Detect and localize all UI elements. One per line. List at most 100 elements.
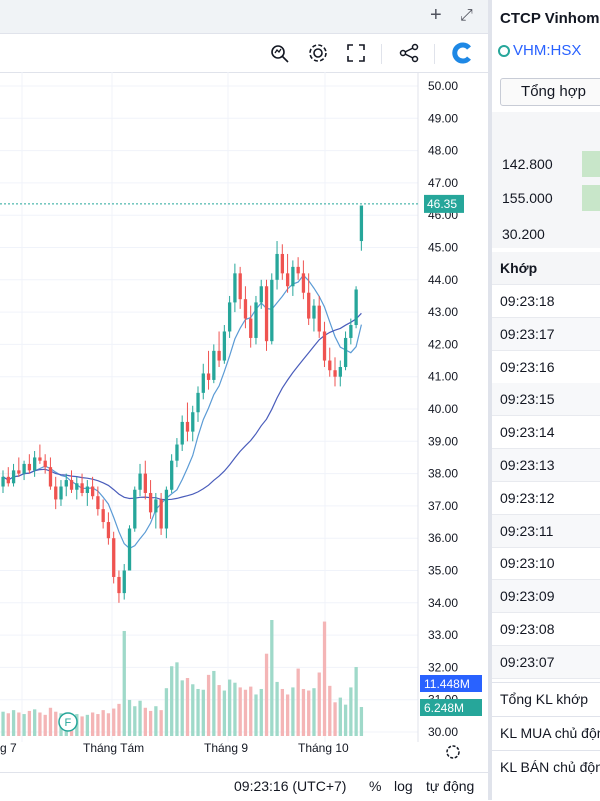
chart-bottom-bar: 09:23:16 (UTC+7) % log tự động xyxy=(0,772,488,801)
candle-body xyxy=(133,489,137,529)
match-row: 09:23:07 xyxy=(492,645,600,679)
fast-moving-average xyxy=(2,274,362,550)
share-icon[interactable] xyxy=(396,40,422,66)
percent-toggle[interactable]: % xyxy=(369,778,382,794)
candle-body xyxy=(301,273,306,293)
log-toggle[interactable]: log xyxy=(394,778,413,794)
volume-bar xyxy=(354,667,358,736)
candle-body xyxy=(64,480,68,487)
match-time: 09:23:13 xyxy=(500,457,555,473)
candle-body xyxy=(143,473,147,493)
volume-bar xyxy=(349,687,353,736)
sell-volume-label: KL BÁN chủ động xyxy=(500,759,600,775)
volume-bar xyxy=(43,714,47,736)
candle-body xyxy=(222,331,227,361)
volume-bar xyxy=(38,712,42,736)
axis-settings-icon[interactable] xyxy=(446,745,460,759)
volume-bar xyxy=(259,688,263,736)
volume-bar xyxy=(307,690,311,736)
candle-body xyxy=(359,205,364,242)
settings-icon[interactable] xyxy=(305,40,331,66)
candle-body xyxy=(43,460,47,468)
last-price-tag xyxy=(424,194,464,213)
time-tick-label: Tháng 10 xyxy=(298,741,349,755)
volume-bar xyxy=(312,688,316,736)
candle-body xyxy=(233,273,237,303)
volume-bar xyxy=(180,680,184,736)
match-row: 09:23:09 xyxy=(492,580,600,614)
price-tick-label: 34.00 xyxy=(428,596,458,610)
volume-bar xyxy=(359,707,364,736)
match-time: 09:23:14 xyxy=(500,424,555,441)
plus-icon[interactable]: + xyxy=(430,4,442,26)
auto-toggle[interactable]: tự động xyxy=(426,778,475,794)
candle-body xyxy=(1,476,5,487)
tab-summary[interactable]: Tổng hợp xyxy=(500,78,600,106)
slow-moving-average xyxy=(2,312,362,501)
volume-bar xyxy=(185,678,190,736)
volume-bar xyxy=(343,704,348,736)
price-tick-label: 45.00 xyxy=(428,241,458,255)
price-tick-label: 38.00 xyxy=(428,467,458,481)
candle-body xyxy=(17,470,21,474)
fullscreen-icon[interactable] xyxy=(343,40,369,66)
price-tick-label: 40.00 xyxy=(428,402,458,416)
chart-toolbar xyxy=(0,34,488,73)
candle-body xyxy=(138,473,142,490)
indicator-icon[interactable] xyxy=(267,40,293,66)
volume-bar xyxy=(6,713,10,736)
time-tick-label: Tháng 9 xyxy=(204,741,248,755)
match-row: 09:23:17 xyxy=(492,317,600,351)
event-marker-label: F xyxy=(65,717,72,729)
candle-body xyxy=(191,412,195,432)
price-tick-label: 32.00 xyxy=(428,660,458,674)
volume-bar xyxy=(1,711,5,736)
volume-label: 11.448M xyxy=(424,677,470,691)
volume-bar xyxy=(333,702,337,736)
side-panel: CTCP Vinhomes VHM:HSX Tổng hợp 142.800 1… xyxy=(492,0,600,800)
volume-bar xyxy=(301,688,306,736)
candle-body xyxy=(228,302,232,332)
volume-bar xyxy=(80,716,84,736)
match-time: 09:23:16 xyxy=(500,358,555,375)
candle-body xyxy=(312,305,316,319)
volume-bar xyxy=(243,689,248,736)
price-tick-label: 36.00 xyxy=(428,531,458,545)
event-marker xyxy=(58,712,78,732)
candle-body xyxy=(307,292,311,319)
candle-body xyxy=(291,266,295,287)
volume-bar xyxy=(296,668,300,736)
price-level-value: 142.800 xyxy=(502,156,553,172)
clock-icon xyxy=(498,45,510,57)
chart-panel[interactable]: + ⤢ 50.00 49.00 48.00 47.00 46.00 45.00 44.00 4… xyxy=(0,0,488,800)
expand-icon[interactable]: ⤢ xyxy=(460,7,473,24)
logo-icon[interactable] xyxy=(450,40,476,66)
candle-body xyxy=(333,370,337,377)
price-tick-label: 47.00 xyxy=(428,176,458,190)
volume-bar xyxy=(238,687,242,736)
candle-body xyxy=(159,499,163,529)
candle-body xyxy=(185,421,190,432)
time-tick-label: Tháng Tám xyxy=(83,741,144,755)
candle-body xyxy=(85,486,90,493)
volume-bar xyxy=(201,689,205,736)
match-header: Khớp xyxy=(492,252,600,285)
volume-bar xyxy=(170,666,174,736)
candle-body xyxy=(48,467,53,487)
panel-divider[interactable] xyxy=(488,0,492,800)
candle-body xyxy=(343,337,348,368)
current-time: 09:23:16 (UTC+7) xyxy=(234,778,347,794)
volume-bar xyxy=(254,694,258,736)
ticker-symbol[interactable]: VHM:HSX xyxy=(498,42,581,59)
volume-tag xyxy=(420,675,482,692)
candle-body xyxy=(317,305,321,332)
volume-bar xyxy=(291,687,295,736)
price-level-bar xyxy=(582,151,600,177)
candle-body xyxy=(338,367,342,377)
volume-bar xyxy=(338,697,342,736)
candle-body xyxy=(90,486,95,497)
volume-bar xyxy=(96,714,100,736)
price-tick-label: 30.00 xyxy=(428,725,458,739)
price-tick-label: 35.00 xyxy=(428,564,458,578)
candlestick-chart[interactable]: 50.0049.0048.0047.0046.0045.0044.0043.00… xyxy=(0,72,488,772)
